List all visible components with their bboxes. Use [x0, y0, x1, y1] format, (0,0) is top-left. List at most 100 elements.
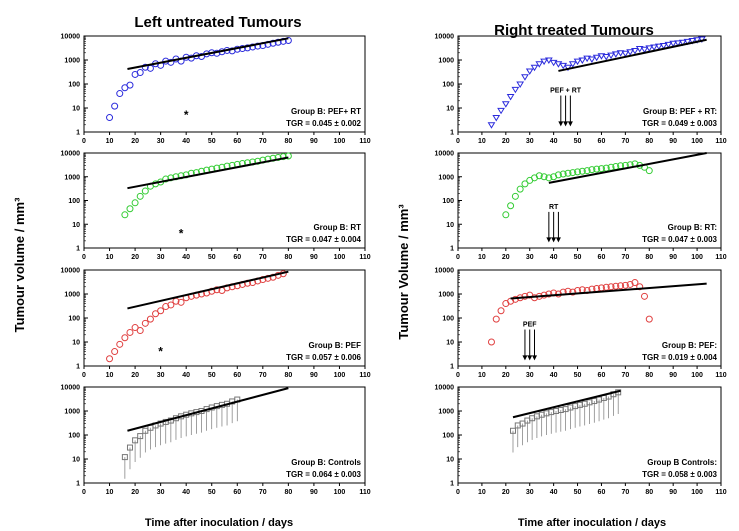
data-point: [126, 81, 134, 89]
x-tick-label: 40: [182, 489, 190, 496]
y-tick-label: 10000: [61, 268, 81, 275]
x-tick-label: 110: [715, 254, 726, 261]
group-label: Group B: PEF:: [662, 341, 717, 350]
x-tick-label: 100: [334, 254, 346, 261]
tgr-label: TGR = 0.058 ± 0.003: [642, 470, 717, 479]
y-tick-label: 100: [68, 82, 80, 89]
panel-frame: [83, 269, 366, 367]
data-point: [573, 58, 582, 66]
significance-star: *: [158, 345, 163, 359]
y-tick-label: 1: [76, 130, 80, 137]
x-tick-label: 0: [456, 372, 460, 379]
data-point: [626, 49, 635, 56]
data-point: [640, 46, 649, 54]
data-point: [509, 427, 516, 434]
data-point: [157, 307, 165, 315]
data-point: [631, 47, 639, 55]
right-y-axis-label: Tumour Volume / mm³: [396, 204, 411, 340]
data-point: [592, 54, 601, 62]
treatment-arrowhead: [555, 237, 561, 243]
data-point: [136, 327, 144, 335]
data-point: [274, 38, 282, 46]
data-point: [152, 310, 160, 318]
x-tick-label: 70: [621, 372, 629, 379]
significance-star: *: [179, 227, 184, 241]
data-point: [611, 51, 620, 58]
x-tick-label: 80: [284, 372, 292, 379]
x-tick-label: 10: [478, 372, 486, 379]
panel-right-1: 10000 1000 100 10 10 10 20 30 40 50 60 70 80 90 100 110…: [435, 151, 727, 262]
y-tick-label: 100: [442, 316, 454, 323]
data-point: [106, 355, 114, 363]
y-tick-label: 10: [72, 222, 80, 229]
y-tick-label: 10: [446, 340, 454, 347]
x-tick-label: 10: [106, 372, 114, 379]
x-tick-label: 40: [550, 489, 558, 496]
x-tick-label: 100: [691, 254, 703, 261]
group-label: Group B Controls:: [647, 458, 717, 467]
x-tick-label: 70: [259, 138, 267, 145]
data-point: [502, 211, 510, 219]
data-point: [126, 444, 133, 451]
data-point: [564, 169, 572, 177]
data-point: [540, 58, 548, 66]
y-tick-label: 1000: [64, 409, 80, 416]
data-point: [659, 43, 668, 50]
x-tick-label: 10: [478, 489, 486, 496]
data-point: [588, 166, 596, 174]
x-tick-label: 0: [82, 254, 86, 261]
group-label: Group B: RT: [313, 223, 361, 232]
x-tick-label: 30: [526, 489, 534, 496]
y-tick-label: 10: [72, 106, 80, 113]
data-point: [269, 39, 277, 47]
data-point: [597, 165, 605, 173]
group-label: Group B: Controls: [291, 458, 361, 467]
treatment-arrowhead: [563, 121, 569, 127]
treatment-arrowhead: [551, 237, 557, 243]
y-tick-label: 1: [450, 364, 454, 371]
y-tick-label: 100: [442, 82, 454, 89]
data-point: [521, 74, 529, 81]
data-point: [678, 39, 687, 47]
y-tick-label: 1000: [438, 409, 454, 416]
data-point: [284, 152, 292, 160]
y-tick-label: 100: [442, 198, 454, 205]
data-point: [554, 61, 563, 68]
data-point: [583, 55, 591, 63]
tgr-label: TGR = 0.047 ± 0.003: [642, 235, 717, 244]
data-point: [640, 292, 648, 300]
data-point: [136, 69, 144, 77]
data-point: [274, 153, 282, 161]
data-point: [530, 64, 539, 72]
data-point: [177, 298, 185, 306]
x-tick-label: 30: [157, 489, 165, 496]
data-point: [126, 328, 134, 336]
y-tick-label: 100: [68, 198, 80, 205]
group-label: Group B: PEF: [309, 341, 362, 350]
x-tick-label: 0: [82, 489, 86, 496]
x-tick-label: 110: [359, 372, 370, 379]
y-tick-label: 1: [450, 246, 454, 253]
data-point: [121, 211, 129, 219]
data-point: [569, 288, 577, 296]
fit-line: [127, 37, 289, 71]
x-tick-label: 40: [182, 372, 190, 379]
y-tick-label: 1: [450, 130, 454, 137]
data-point: [497, 307, 505, 315]
x-tick-label: 70: [259, 254, 267, 261]
fit-line: [512, 389, 621, 419]
x-tick-label: 30: [157, 372, 165, 379]
x-tick-label: 110: [715, 489, 726, 496]
x-tick-label: 30: [157, 254, 165, 261]
data-point: [574, 168, 582, 176]
y-tick-label: 1: [76, 246, 80, 253]
x-tick-label: 70: [621, 489, 629, 496]
x-tick-label: 20: [502, 372, 510, 379]
data-point: [111, 348, 119, 356]
data-point: [132, 437, 139, 444]
data-point: [569, 169, 577, 177]
data-point: [131, 324, 139, 332]
x-tick-label: 110: [359, 254, 370, 261]
x-tick-label: 50: [208, 372, 216, 379]
x-tick-label: 40: [182, 138, 190, 145]
